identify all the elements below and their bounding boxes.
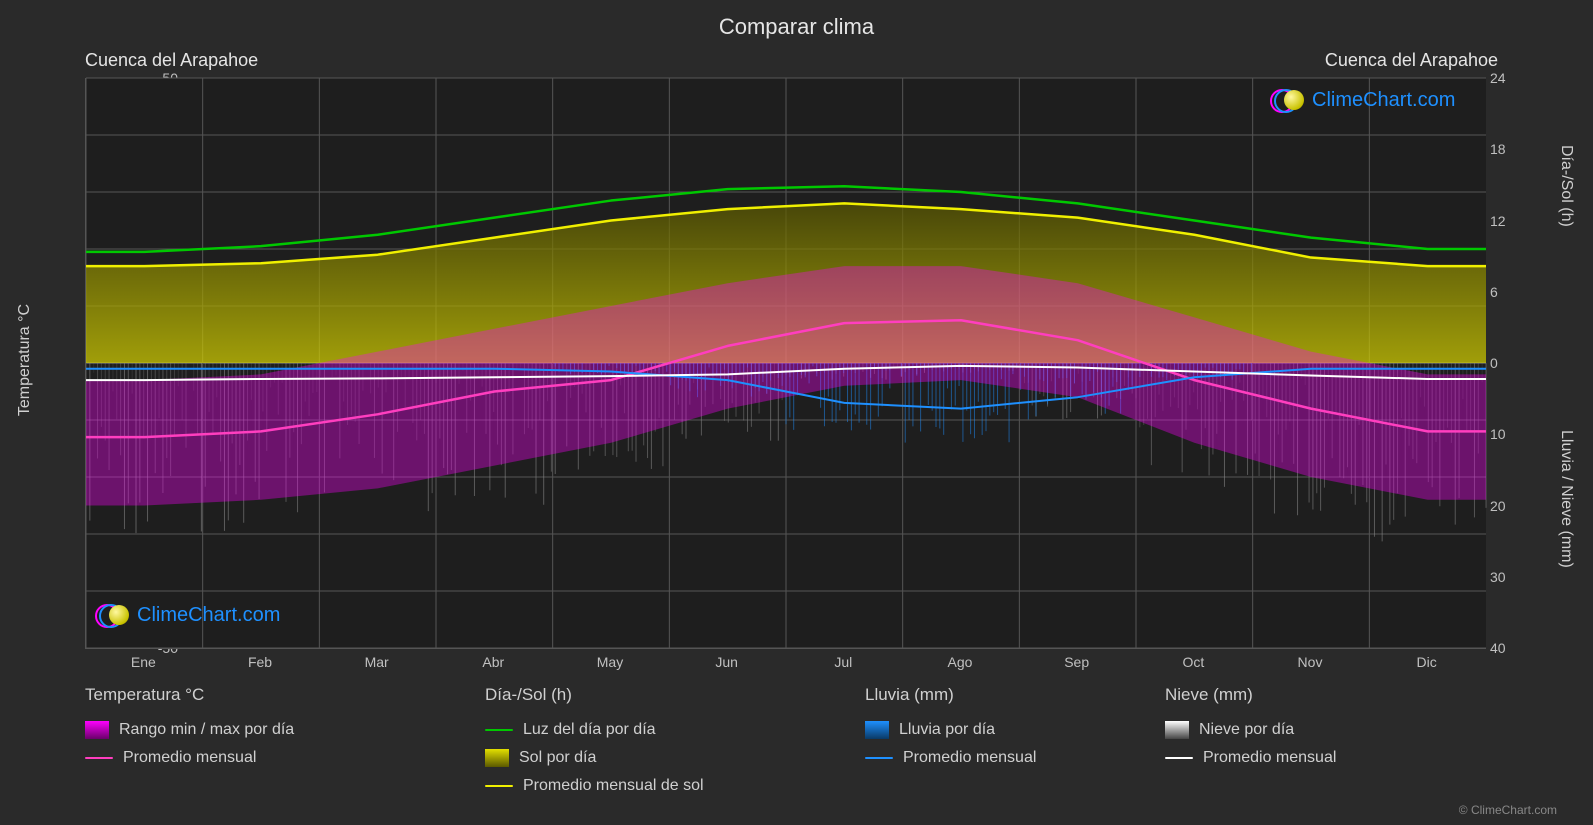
legend-item: Nieve por día — [1165, 721, 1425, 739]
legend-label: Promedio mensual — [123, 749, 256, 767]
copyright-text: © ClimeChart.com — [1459, 803, 1557, 817]
legend-label: Nieve por día — [1199, 721, 1294, 739]
legend-swatch — [485, 729, 513, 731]
y-right-tick-hours: 6 — [1490, 284, 1550, 300]
legend-item: Promedio mensual — [1165, 749, 1425, 767]
legend: Temperatura °C Rango min / max por día Pr… — [85, 685, 1485, 795]
legend-swatch — [85, 721, 109, 739]
legend-label: Luz del día por día — [523, 721, 656, 739]
y-right-tick-mm: 10 — [1490, 426, 1550, 442]
legend-col-temperature: Temperatura °C Rango min / max por día Pr… — [85, 685, 445, 795]
plot-svg — [86, 78, 1486, 648]
legend-swatch — [865, 757, 893, 759]
legend-item: Sol por día — [485, 749, 825, 767]
x-tick-month: Dic — [1417, 654, 1437, 670]
chart-title: Comparar clima — [0, 14, 1593, 40]
legend-heading: Día-/Sol (h) — [485, 685, 825, 705]
legend-item: Promedio mensual — [865, 749, 1125, 767]
legend-swatch — [85, 757, 113, 759]
y-right-tick-hours: 18 — [1490, 141, 1550, 157]
legend-items-temp: Rango min / max por día Promedio mensual — [85, 721, 445, 767]
location-right-label: Cuenca del Arapahoe — [1325, 50, 1498, 71]
watermark-logo: ClimeChart.com — [95, 603, 280, 627]
legend-swatch — [485, 749, 509, 767]
x-tick-month: Ene — [131, 654, 156, 670]
x-tick-month: Oct — [1182, 654, 1204, 670]
x-tick-month: Nov — [1298, 654, 1323, 670]
legend-swatch — [865, 721, 889, 739]
legend-items-snow: Nieve por día Promedio mensual — [1165, 721, 1425, 767]
legend-item: Lluvia por día — [865, 721, 1125, 739]
legend-items-daylight: Luz del día por día Sol por día Promedio m… — [485, 721, 825, 795]
legend-col-daylight: Día-/Sol (h) Luz del día por día Sol por … — [485, 685, 825, 795]
legend-heading: Nieve (mm) — [1165, 685, 1425, 705]
x-tick-month: Jun — [715, 654, 738, 670]
legend-col-snow: Nieve (mm) Nieve por día Promedio mensual — [1165, 685, 1425, 795]
legend-swatch — [1165, 757, 1193, 759]
legend-swatch — [485, 785, 513, 787]
y-right-tick-hours: 12 — [1490, 213, 1550, 229]
watermark-logo: ClimeChart.com — [1270, 88, 1455, 112]
y-right-tick-mm: 20 — [1490, 498, 1550, 514]
y-right-tick-mm: 30 — [1490, 569, 1550, 585]
chart-container: Comparar clima Cuenca del Arapahoe Cuenc… — [0, 0, 1593, 825]
legend-item: Promedio mensual — [85, 749, 445, 767]
legend-swatch — [1165, 721, 1189, 739]
legend-heading: Lluvia (mm) — [865, 685, 1125, 705]
legend-label: Lluvia por día — [899, 721, 995, 739]
x-tick-month: Jul — [834, 654, 852, 670]
y-right-top-axis-label: Día-/Sol (h) — [1557, 145, 1575, 227]
x-tick-month: May — [597, 654, 623, 670]
x-tick-month: Ago — [948, 654, 973, 670]
y-right-bottom-axis-label: Lluvia / Nieve (mm) — [1557, 430, 1575, 568]
legend-label: Promedio mensual — [903, 749, 1036, 767]
y-right-tick-mm: 40 — [1490, 640, 1550, 656]
legend-item: Luz del día por día — [485, 721, 825, 739]
climechart-logo-icon — [95, 603, 131, 627]
legend-label: Promedio mensual de sol — [523, 777, 704, 795]
x-tick-month: Mar — [365, 654, 389, 670]
legend-label: Promedio mensual — [1203, 749, 1336, 767]
climechart-logo-icon — [1270, 88, 1306, 112]
legend-col-rain: Lluvia (mm) Lluvia por día Promedio mensu… — [865, 685, 1125, 795]
legend-heading: Temperatura °C — [85, 685, 445, 705]
legend-items-rain: Lluvia por día Promedio mensual — [865, 721, 1125, 767]
legend-item: Promedio mensual de sol — [485, 777, 825, 795]
plot-area — [85, 78, 1486, 649]
legend-label: Sol por día — [519, 749, 596, 767]
watermark-text: ClimeChart.com — [1312, 89, 1455, 112]
legend-item: Rango min / max por día — [85, 721, 445, 739]
y-left-axis-label: Temperatura °C — [16, 304, 34, 416]
y-right-tick-hours: 24 — [1490, 70, 1550, 86]
watermark-text: ClimeChart.com — [137, 604, 280, 627]
x-tick-month: Abr — [482, 654, 504, 670]
location-left-label: Cuenca del Arapahoe — [85, 50, 258, 71]
x-tick-month: Feb — [248, 654, 272, 670]
legend-label: Rango min / max por día — [119, 721, 294, 739]
x-tick-month: Sep — [1064, 654, 1089, 670]
y-right-tick-hours: 0 — [1490, 355, 1550, 371]
